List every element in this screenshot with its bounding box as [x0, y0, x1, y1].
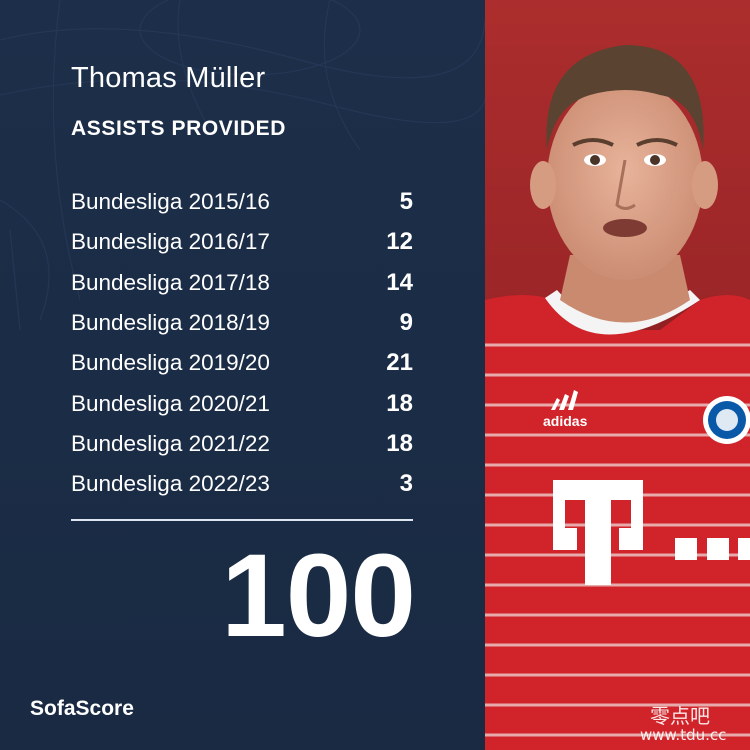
player-name: Thomas Müller [71, 62, 266, 94]
season-label: Bundesliga 2020/21 [71, 390, 270, 416]
season-row: Bundesliga 2020/21 18 [71, 383, 413, 423]
watermark-line-2: www.tdu.cc [640, 726, 727, 744]
stat-title: ASSISTS PROVIDED [71, 117, 286, 140]
assist-count: 21 [386, 349, 413, 377]
total-assists: 100 [221, 530, 416, 662]
adidas-logo: adidas [543, 390, 588, 429]
season-label: Bundesliga 2015/16 [71, 189, 270, 215]
assist-count: 3 [399, 470, 413, 498]
divider [71, 519, 413, 521]
season-row: Bundesliga 2021/22 18 [71, 424, 413, 464]
season-row: Bundesliga 2022/23 3 [71, 464, 413, 504]
assists-table: Bundesliga 2015/16 5 Bundesliga 2016/17 12… [71, 182, 413, 504]
season-label: Bundesliga 2022/23 [71, 471, 270, 497]
assist-count: 18 [386, 429, 413, 457]
season-label: Bundesliga 2018/19 [71, 310, 270, 336]
watermark-line-1: 零点吧 [650, 704, 710, 728]
player-photo: adidas [485, 0, 750, 750]
season-label: Bundesliga 2016/17 [71, 229, 270, 255]
season-row: Bundesliga 2015/16 5 [71, 182, 413, 222]
sofascore-logo: SofaScore [30, 697, 134, 720]
assist-count: 12 [386, 228, 413, 256]
assist-count: 18 [386, 389, 413, 417]
watermark: 零点吧 www.tdu.cc [640, 700, 750, 750]
pitch-lines-decoration [0, 0, 485, 331]
assist-count: 5 [399, 188, 413, 216]
assist-count: 14 [386, 268, 413, 296]
season-row: Bundesliga 2017/18 14 [71, 263, 413, 303]
season-row: Bundesliga 2016/17 12 [71, 222, 413, 262]
club-badge-icon [703, 396, 750, 444]
season-row: Bundesliga 2019/20 21 [71, 343, 413, 383]
assist-count: 9 [399, 309, 413, 337]
season-label: Bundesliga 2017/18 [71, 269, 270, 295]
telekom-logo [553, 480, 750, 585]
info-panel: Thomas Müller ASSISTS PROVIDED Bundeslig… [0, 0, 485, 750]
season-row: Bundesliga 2018/19 9 [71, 303, 413, 343]
season-label: Bundesliga 2019/20 [71, 350, 270, 376]
svg-text:adidas: adidas [543, 413, 588, 429]
season-label: Bundesliga 2021/22 [71, 430, 270, 456]
